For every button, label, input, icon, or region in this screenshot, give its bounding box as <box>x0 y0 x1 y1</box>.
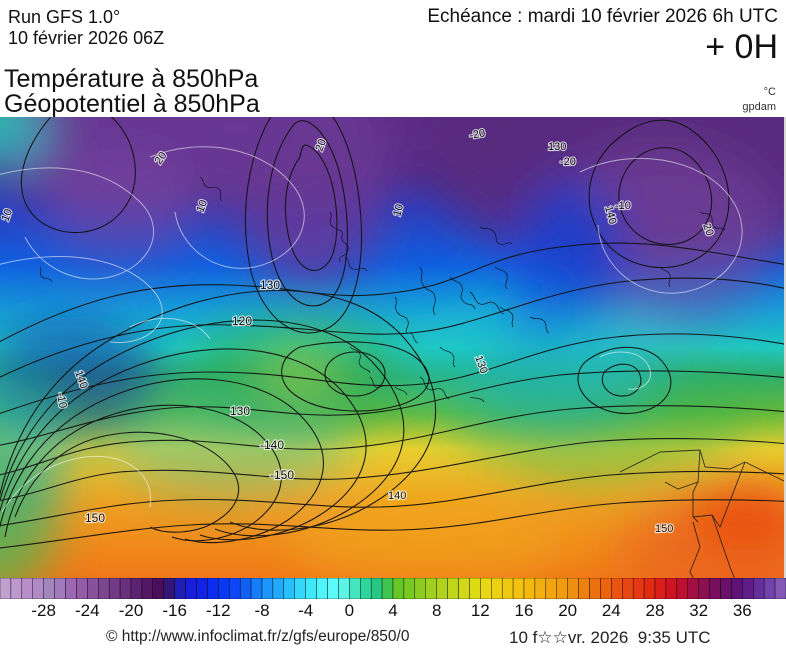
svg-text:130: 130 <box>548 141 566 153</box>
svg-text:-20: -20 <box>560 156 576 168</box>
svg-text:-150: -150 <box>270 468 294 482</box>
svg-text:130: 130 <box>260 278 280 292</box>
svg-text:-140: -140 <box>260 438 284 452</box>
svg-text:120: 120 <box>232 314 252 328</box>
svg-text:150: 150 <box>655 523 673 535</box>
svg-text:140: 140 <box>388 490 406 502</box>
svg-text:130: 130 <box>230 404 250 418</box>
svg-text:-10: -10 <box>615 200 631 212</box>
svg-text:150: 150 <box>85 511 105 525</box>
